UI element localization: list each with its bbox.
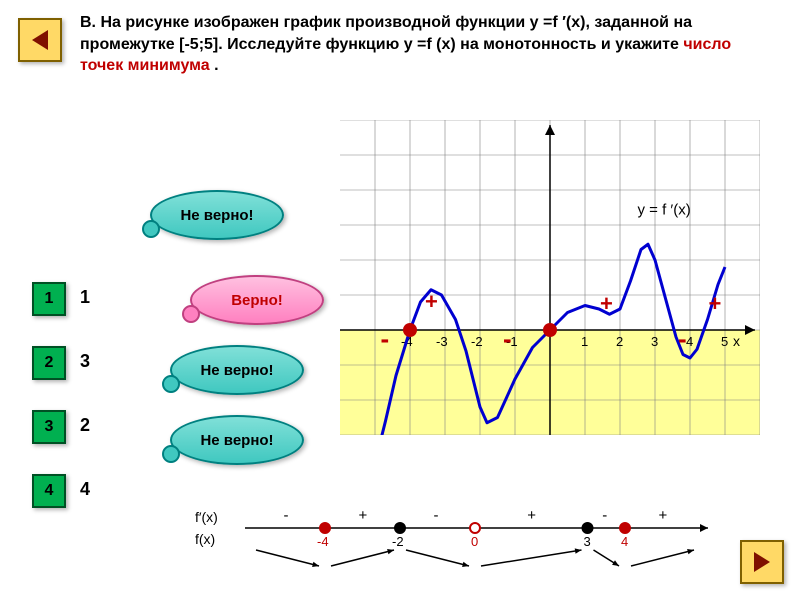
- arrow-left-icon: [28, 28, 52, 52]
- arrow-right-icon: [750, 550, 774, 574]
- svg-text:-: -: [602, 507, 607, 524]
- svg-text:-4: -4: [317, 534, 329, 549]
- svg-text:f(x): f(x): [195, 531, 215, 547]
- svg-text:5: 5: [721, 334, 728, 349]
- bubble-tail: [182, 305, 200, 323]
- derivative-chart: -4-3-2-112345x+++---y = f ′(x): [340, 120, 760, 435]
- task-func1: y =f ′(x): [530, 14, 586, 31]
- svg-text:-: -: [284, 507, 289, 524]
- svg-text:-2: -2: [392, 534, 404, 549]
- svg-text:-3: -3: [436, 334, 448, 349]
- task-suffix: .: [210, 57, 219, 74]
- svg-text:+: +: [527, 507, 536, 524]
- answer-button-3[interactable]: 3: [32, 410, 66, 444]
- svg-text:4: 4: [621, 534, 628, 549]
- svg-text:3: 3: [584, 534, 591, 549]
- answer-value-1: 1: [80, 287, 90, 308]
- bubble-tail: [162, 445, 180, 463]
- svg-text:y = f ′(x): y = f ′(x): [638, 202, 691, 219]
- svg-text:-: -: [434, 507, 439, 524]
- svg-text:1: 1: [581, 334, 588, 349]
- answer-value-2: 3: [80, 351, 90, 372]
- svg-text:-: -: [381, 324, 390, 354]
- feedback-wrong: Не верно!: [170, 345, 304, 395]
- sign-diagram: f′(x) f(x) - + - + - + -4 -2 0 3 4: [190, 500, 710, 570]
- answer-value-4: 4: [80, 479, 90, 500]
- task-text: В. На рисунке изображен график производн…: [80, 12, 760, 77]
- nav-prev-button[interactable]: [18, 18, 62, 62]
- svg-text:x: x: [733, 333, 740, 349]
- bubble-tail: [162, 375, 180, 393]
- feedback-wrong: Не верно!: [150, 190, 284, 240]
- feedback-correct: Верно!: [190, 275, 324, 325]
- svg-text:+: +: [600, 291, 613, 316]
- svg-text:4: 4: [686, 334, 693, 349]
- task-prefix: В. На рисунке изображен график производн…: [80, 14, 530, 31]
- feedback-wrong: Не верно!: [170, 415, 304, 465]
- svg-text:-: -: [678, 324, 687, 354]
- svg-text:+: +: [425, 289, 438, 314]
- answer-button-4[interactable]: 4: [32, 474, 66, 508]
- svg-text:0: 0: [471, 534, 478, 549]
- svg-text:3: 3: [651, 334, 658, 349]
- answer-value-3: 2: [80, 415, 90, 436]
- svg-text:-2: -2: [471, 334, 483, 349]
- nav-next-button[interactable]: [740, 540, 784, 584]
- svg-text:f′(x): f′(x): [195, 509, 218, 525]
- svg-text:+: +: [709, 291, 722, 316]
- svg-text:-: -: [503, 324, 512, 354]
- svg-text:+: +: [659, 507, 668, 524]
- answer-button-1[interactable]: 1: [32, 282, 66, 316]
- bubble-tail: [142, 220, 160, 238]
- svg-text:2: 2: [616, 334, 623, 349]
- answer-button-2[interactable]: 2: [32, 346, 66, 380]
- svg-text:+: +: [359, 507, 368, 524]
